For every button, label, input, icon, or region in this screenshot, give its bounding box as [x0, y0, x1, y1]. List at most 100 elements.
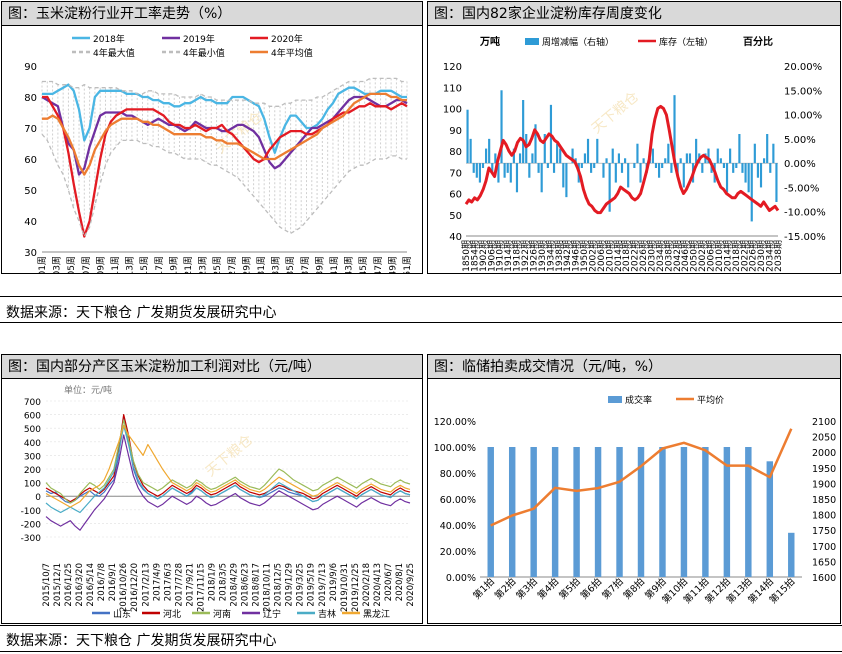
legend-label: 河北 [163, 608, 181, 620]
watermark-logo: 天下粮仓 [213, 109, 266, 157]
legend-label: 2019年 [183, 33, 215, 45]
x-tick-label: 2042期 [672, 240, 683, 272]
bar [593, 163, 596, 168]
x-tick-label: 2018期 [621, 240, 632, 272]
y-tick-label-right: 1750 [812, 526, 836, 537]
x-tick-label: 2020/4/13 [373, 563, 383, 607]
y-tick-label: 70 [24, 124, 37, 135]
legend-label: 周增减幅（右轴） [542, 36, 614, 48]
bar [611, 148, 614, 164]
x-tick-label: 第23周 [197, 256, 209, 273]
bar [651, 148, 654, 164]
y-tick-label-right: 1950 [812, 464, 836, 475]
chart-panel-starch-inventory: 图：国内82家企业淀粉库存周度变化 40 50 60 70 80 90 100 110 120 -… [427, 1, 841, 274]
bar [503, 163, 506, 178]
legend-label: 山东 [113, 608, 131, 620]
x-tick-label: 2015/10/7 [42, 563, 52, 607]
y-tick-label: 300 [24, 452, 41, 462]
x-tick-label: 2026期 [638, 240, 649, 272]
series-line [42, 95, 408, 238]
x-tick-label: 2026期 [748, 240, 759, 272]
y-tick-label-left: 110 [443, 83, 462, 94]
x-tick-label: 第01周 [36, 256, 48, 273]
x-tick-label: 1906期 [486, 240, 497, 272]
bar [590, 163, 593, 173]
x-tick-label: 1950期 [579, 240, 590, 272]
x-tick-label: 第7拍 [599, 576, 625, 602]
y-tick-label-right: 20.00% [784, 62, 822, 73]
y-tick-label: 400 [24, 439, 41, 449]
x-tick-label: 2020/8/1 [395, 563, 405, 601]
y-tick-label-left: 40.00% [440, 521, 476, 532]
bar [701, 163, 704, 173]
bar [616, 447, 623, 577]
bar [475, 163, 478, 178]
bar [466, 109, 469, 164]
y-tick-label-left: 70 [449, 168, 462, 179]
bar [528, 163, 531, 178]
x-tick-label: 1942期 [562, 240, 573, 272]
bar [744, 163, 747, 183]
x-tick-label: 第21周 [182, 256, 194, 273]
bar [633, 163, 636, 168]
x-tick-label: 2030期 [756, 240, 767, 272]
bar [766, 134, 769, 164]
bar [512, 148, 515, 164]
x-tick-label: 第33周 [270, 256, 282, 273]
x-tick-label: 2050期 [689, 240, 700, 272]
y-tick-label-right: 1850 [812, 495, 836, 506]
legend-label: 平均价 [697, 394, 724, 406]
bar [624, 158, 627, 164]
x-tick-label: 第47周 [372, 256, 384, 273]
x-tick-label: 2016/1/25 [64, 563, 74, 607]
x-tick-label: 1850期 [461, 240, 472, 272]
x-tick-label: 2030期 [647, 240, 658, 272]
chart-title: 图：临储拍卖成交情况（元/吨，%） [428, 355, 840, 379]
bar [707, 148, 710, 164]
bar [788, 532, 795, 577]
x-tick-label: 第07周 [80, 256, 92, 273]
bar [583, 153, 587, 164]
x-tick-label: 2002期 [587, 240, 598, 272]
legend-label: 4年平均值 [271, 47, 313, 59]
bar [723, 447, 731, 577]
x-tick-label: 2002期 [697, 240, 708, 272]
x-tick-label: 2019/9/6 [329, 563, 339, 601]
y-tick-label: 90 [24, 62, 37, 73]
x-tick-label: 2022期 [630, 240, 641, 272]
series-line [45, 413, 411, 503]
x-tick-label: 2046期 [680, 240, 691, 272]
y-tick-label-left: 120 [443, 62, 462, 73]
y-tick-label-right: 10.00% [784, 111, 822, 122]
chart-panel-processing-profit: 图：国内部分产区玉米淀粉加工利润对比（元/吨） -300 -200 -100 0 100… [1, 354, 423, 624]
series-line [490, 428, 793, 527]
y-tick-label-left: 90 [449, 126, 462, 137]
bar [530, 447, 537, 577]
divider [0, 296, 842, 297]
axis-unit-left: 万吨 [479, 35, 500, 48]
x-tick-label: 2017/4/9 [152, 563, 162, 601]
bar [508, 447, 516, 577]
bar [518, 153, 522, 164]
x-tick-label: 第2拍 [492, 576, 518, 602]
x-tick-label: 2018/8/17 [252, 563, 262, 607]
x-tick-label: 2016/12/20 [130, 563, 140, 612]
bar [522, 100, 525, 164]
x-tick-label: 2018/10/11 [263, 563, 273, 612]
y-tick-label-right: 2050 [812, 433, 836, 444]
legend-label: 黑龙江 [363, 608, 390, 620]
x-tick-label: 第41周 [328, 256, 340, 273]
y-tick-label-right: 2100 [812, 417, 836, 428]
x-tick-label: 第45周 [357, 256, 369, 273]
bar [654, 163, 658, 168]
x-tick-label: 第3拍 [514, 576, 540, 602]
x-tick-label: 2020/6/7 [384, 563, 394, 601]
bar [735, 163, 738, 168]
y-tick-label-right: 5.00% [784, 135, 816, 146]
x-tick-label: 2006期 [596, 240, 607, 272]
chart-title: 图：国内82家企业淀粉库存周度变化 [428, 2, 840, 26]
x-tick-label: 2014期 [613, 240, 624, 272]
x-tick-label: 第11周 [109, 256, 121, 273]
bar [488, 138, 491, 164]
